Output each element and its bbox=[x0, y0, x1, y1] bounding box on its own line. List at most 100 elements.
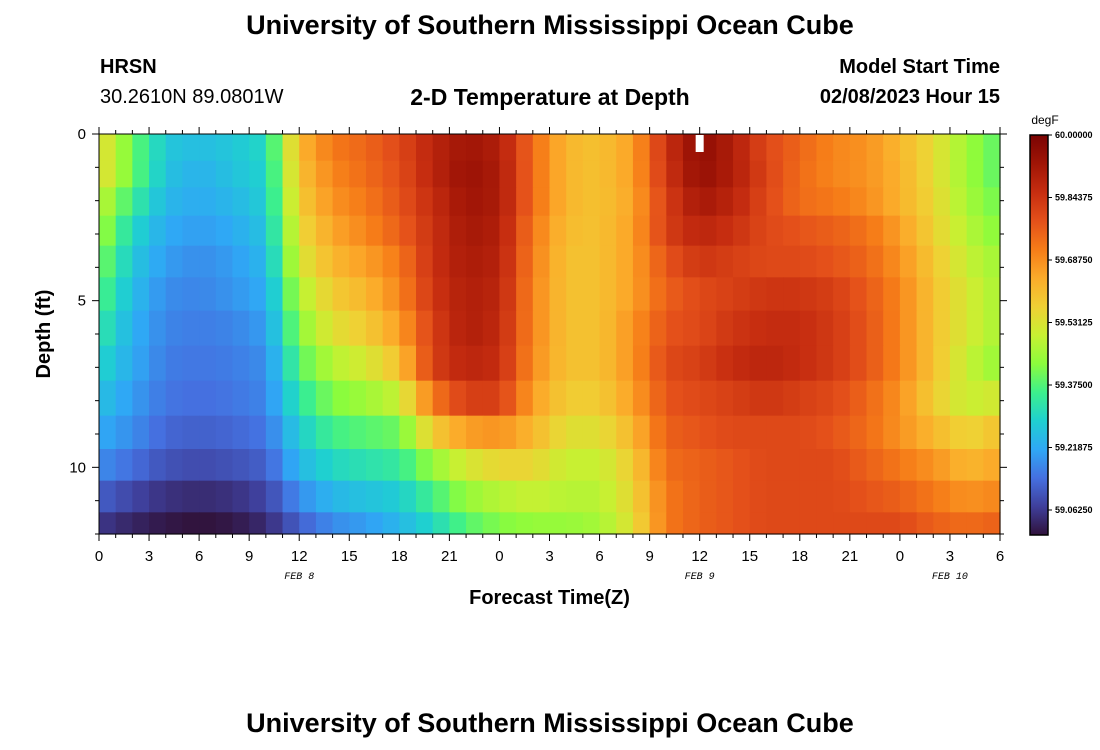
heat-cell bbox=[966, 415, 984, 450]
heat-cell bbox=[783, 480, 801, 513]
heat-cell bbox=[666, 245, 684, 278]
heat-cell bbox=[983, 480, 1001, 513]
heat-cell bbox=[182, 415, 200, 450]
x-tick-label: 15 bbox=[741, 548, 758, 565]
heat-cell bbox=[416, 187, 434, 217]
heat-cell bbox=[783, 277, 801, 312]
heat-cell bbox=[749, 480, 768, 513]
heat-cell bbox=[983, 245, 1001, 278]
heat-cell bbox=[482, 380, 501, 417]
heat-cell bbox=[549, 415, 567, 450]
heat-cell bbox=[799, 345, 818, 382]
heat-cell bbox=[733, 134, 751, 162]
heat-cell bbox=[499, 187, 517, 217]
heat-cell bbox=[566, 277, 584, 312]
heat-cell bbox=[666, 160, 684, 188]
heat-cell bbox=[332, 415, 350, 450]
heat-cell bbox=[449, 345, 467, 382]
heat-cell bbox=[766, 380, 784, 417]
heat-cell bbox=[299, 134, 317, 162]
heat-cell bbox=[282, 449, 300, 482]
heat-cell bbox=[883, 480, 901, 513]
heat-cell bbox=[416, 345, 434, 382]
heat-cell bbox=[282, 187, 300, 217]
heat-cell bbox=[215, 480, 234, 513]
heat-cell bbox=[416, 215, 434, 247]
heat-cell bbox=[733, 160, 751, 188]
heat-cell bbox=[315, 215, 334, 247]
heat-cell bbox=[799, 449, 818, 482]
heat-cell bbox=[733, 310, 751, 347]
heat-cell bbox=[866, 380, 884, 417]
heat-cell bbox=[682, 215, 701, 247]
heat-cell bbox=[499, 277, 517, 312]
heat-cell bbox=[949, 187, 968, 217]
heat-cell bbox=[816, 160, 834, 188]
heat-cell bbox=[582, 134, 601, 162]
heat-cell bbox=[699, 310, 717, 347]
heat-cell bbox=[549, 245, 567, 278]
heat-cell bbox=[866, 187, 884, 217]
heat-cell bbox=[866, 415, 884, 450]
heat-cell bbox=[416, 449, 434, 482]
heat-cell bbox=[783, 134, 801, 162]
y-tick-label: 0 bbox=[78, 126, 86, 143]
heat-cell bbox=[733, 245, 751, 278]
heat-cell bbox=[799, 277, 818, 312]
heat-cell bbox=[149, 310, 167, 347]
heat-cell bbox=[132, 512, 150, 535]
heat-cell bbox=[115, 380, 133, 417]
x-tick-label: 21 bbox=[841, 548, 858, 565]
heat-cell bbox=[299, 245, 317, 278]
heat-cell bbox=[766, 187, 784, 217]
heat-cell bbox=[149, 245, 167, 278]
heat-cell bbox=[516, 480, 534, 513]
heat-cell bbox=[799, 215, 818, 247]
heat-cell bbox=[883, 245, 901, 278]
heat-cell bbox=[616, 215, 634, 247]
x-tick-label: 21 bbox=[441, 548, 458, 565]
heat-cell bbox=[132, 277, 150, 312]
heat-cell bbox=[416, 480, 434, 513]
heat-cell bbox=[899, 160, 918, 188]
heat-cell bbox=[532, 160, 551, 188]
heat-cell bbox=[933, 134, 951, 162]
heat-cell bbox=[599, 415, 617, 450]
heat-cell bbox=[616, 134, 634, 162]
heat-cell bbox=[899, 449, 918, 482]
y-axis: 0 5 10 bbox=[69, 126, 1007, 535]
heat-cell bbox=[332, 480, 350, 513]
heat-cell bbox=[582, 480, 601, 513]
heat-cell bbox=[749, 277, 768, 312]
heat-cell bbox=[265, 160, 284, 188]
heat-cell bbox=[849, 415, 868, 450]
heat-cell bbox=[99, 277, 117, 312]
heat-cell bbox=[399, 277, 417, 312]
heat-cell bbox=[115, 187, 133, 217]
heat-cell bbox=[466, 380, 484, 417]
heat-cell bbox=[132, 160, 150, 188]
heat-cell bbox=[866, 310, 884, 347]
heat-cell bbox=[115, 134, 133, 162]
heat-cell bbox=[766, 245, 784, 278]
heat-cell bbox=[432, 345, 450, 382]
heat-cell bbox=[199, 187, 217, 217]
heat-cell bbox=[549, 345, 567, 382]
heat-cell bbox=[315, 480, 334, 513]
heat-cell bbox=[616, 245, 634, 278]
heat-cell bbox=[332, 310, 350, 347]
heat-cell bbox=[933, 187, 951, 217]
heat-cell bbox=[399, 415, 417, 450]
heat-cell bbox=[99, 310, 117, 347]
heat-cell bbox=[716, 160, 734, 188]
heat-cell bbox=[716, 449, 734, 482]
heat-cell bbox=[182, 187, 200, 217]
heat-cell bbox=[349, 310, 367, 347]
heat-cell bbox=[616, 310, 634, 347]
heat-cell bbox=[499, 449, 517, 482]
heat-cell bbox=[716, 480, 734, 513]
heat-cell bbox=[249, 215, 267, 247]
heat-cell bbox=[649, 449, 667, 482]
heat-cell bbox=[482, 187, 501, 217]
heat-cell bbox=[916, 134, 934, 162]
